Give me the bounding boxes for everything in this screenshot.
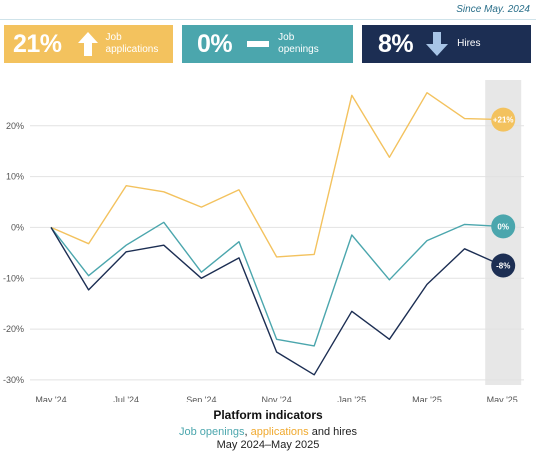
job-applications-card: 21% Job applications	[4, 25, 173, 63]
y-tick-label: 20%	[6, 121, 24, 131]
x-tick-label: Nov '24	[261, 395, 291, 402]
applications-card-label: Job applications	[105, 32, 159, 55]
hires-change-value: 8%	[378, 29, 414, 58]
x-tick-label: Sep '24	[186, 395, 216, 402]
y-tick-label: -20%	[3, 324, 24, 334]
x-tick-label: Mar '25	[412, 395, 442, 402]
x-tick-label: May '24	[35, 395, 66, 402]
since-note: Since May. 2024	[456, 4, 530, 15]
caption-applications-text: applications	[250, 426, 309, 438]
chart-caption-subtitle: Job openings, applications and hires	[0, 426, 536, 439]
caption-openings-text: Job openings	[179, 426, 245, 438]
hires-series-line	[50, 227, 503, 376]
applications-change-value: 21%	[13, 29, 62, 58]
openings-change-value: 0%	[197, 29, 233, 58]
y-tick-label: -10%	[3, 273, 24, 283]
chart-caption-title: Platform indicators	[213, 408, 323, 422]
x-tick-label: Jul '24	[113, 395, 139, 402]
dash-icon	[238, 29, 278, 59]
platform-indicators-chart: 20% 10% 0% -10% -20% -30% May '24 Jul '24 Sep '…	[3, 80, 524, 402]
openings-card-label: Job openings	[278, 32, 319, 55]
y-tick-label: -30%	[3, 375, 24, 385]
openings-end-label: 0%	[497, 222, 509, 231]
openings-series-line	[50, 221, 503, 347]
applications-series-line	[50, 91, 503, 258]
x-tick-label: May '25	[487, 395, 518, 402]
applications-end-label: +21%	[493, 116, 514, 125]
arrow-up-icon	[70, 29, 106, 59]
chart-caption-range: May 2024–May 2025	[216, 439, 320, 451]
y-tick-label: 10%	[6, 172, 24, 182]
hires-card: 8% Hires	[362, 25, 531, 63]
x-tick-label: Jan '25	[337, 395, 366, 402]
job-openings-card: 0% Job openings	[182, 25, 353, 63]
caption-separator: ,	[244, 426, 251, 438]
hires-end-marker	[491, 253, 516, 278]
hires-card-label: Hires	[457, 38, 481, 49]
caption-hires-text: and hires	[308, 426, 357, 438]
hires-end-label: -8%	[496, 262, 510, 271]
openings-end-marker	[491, 214, 516, 239]
header-rule	[0, 19, 536, 20]
y-tick-label: 0%	[11, 222, 24, 232]
applications-end-marker	[491, 107, 516, 132]
chart-caption: Platform indicators Job openings, applic…	[0, 408, 536, 452]
arrow-down-icon	[417, 29, 457, 59]
